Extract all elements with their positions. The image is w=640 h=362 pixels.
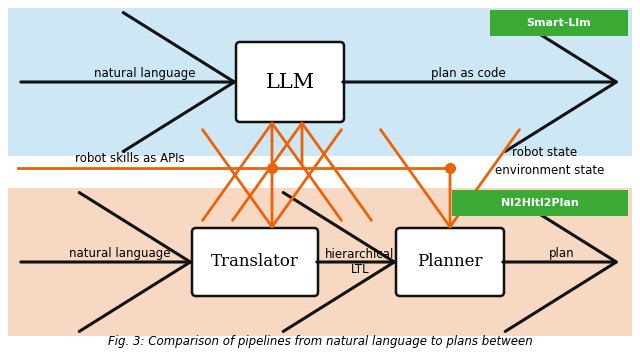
Text: environment state: environment state [495, 164, 605, 177]
Bar [452, 190, 628, 216]
Text: natural language: natural language [94, 67, 196, 80]
Bar [8, 8, 632, 156]
Text: Nl2Hltl2Plan: Nl2Hltl2Plan [501, 198, 579, 208]
Text: Smart-Llm: Smart-Llm [527, 18, 591, 28]
FancyBboxPatch shape [236, 42, 344, 122]
Text: LLM: LLM [266, 72, 314, 92]
Text: robot skills as APIs: robot skills as APIs [75, 152, 185, 164]
Text: natural language: natural language [69, 248, 171, 261]
Text: Translator: Translator [211, 253, 299, 270]
FancyBboxPatch shape [396, 228, 504, 296]
Text: plan: plan [549, 248, 575, 261]
Text: robot state: robot state [513, 146, 577, 159]
Text: hierarchical
LTL: hierarchical LTL [325, 248, 395, 276]
Text: Planner: Planner [417, 253, 483, 270]
Text: Fig. 3: Comparison of pipelines from natural language to plans between: Fig. 3: Comparison of pipelines from nat… [108, 336, 532, 349]
Text: plan as code: plan as code [431, 67, 506, 80]
Bar [8, 188, 632, 336]
FancyBboxPatch shape [192, 228, 318, 296]
Bar [490, 10, 628, 36]
